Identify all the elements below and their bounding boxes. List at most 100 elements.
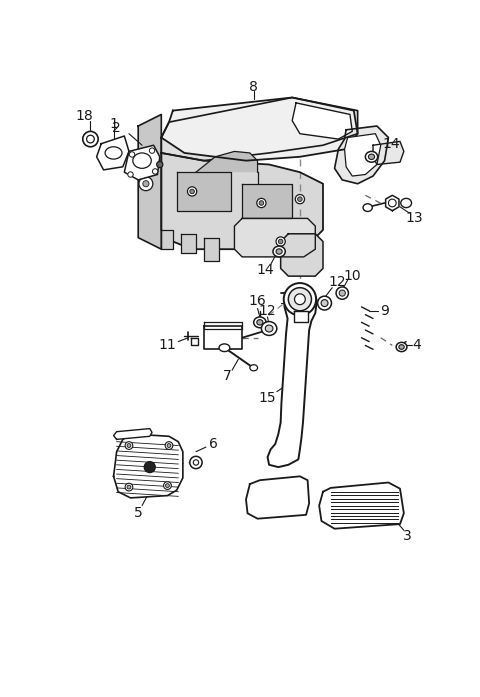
Polygon shape — [246, 476, 309, 519]
Text: 3: 3 — [403, 530, 412, 544]
Ellipse shape — [254, 317, 266, 328]
Ellipse shape — [363, 204, 372, 211]
Text: 12: 12 — [328, 275, 346, 289]
Polygon shape — [204, 238, 219, 261]
Ellipse shape — [339, 290, 345, 296]
Polygon shape — [335, 126, 388, 184]
Ellipse shape — [193, 460, 199, 465]
Polygon shape — [138, 114, 161, 250]
Polygon shape — [196, 151, 258, 172]
Ellipse shape — [262, 321, 277, 335]
Text: 12: 12 — [259, 304, 276, 318]
Polygon shape — [114, 429, 152, 439]
Ellipse shape — [105, 147, 122, 159]
Ellipse shape — [129, 152, 135, 158]
Ellipse shape — [156, 162, 163, 167]
Text: 13: 13 — [405, 211, 423, 225]
Ellipse shape — [128, 171, 133, 177]
Text: 4: 4 — [413, 339, 421, 353]
Ellipse shape — [273, 246, 285, 257]
Polygon shape — [161, 230, 173, 250]
Ellipse shape — [139, 177, 153, 191]
Text: 14: 14 — [382, 137, 399, 151]
Ellipse shape — [321, 300, 328, 307]
Ellipse shape — [165, 442, 173, 450]
Polygon shape — [191, 338, 198, 346]
Ellipse shape — [250, 365, 258, 371]
Text: 7: 7 — [222, 369, 231, 383]
Ellipse shape — [188, 187, 197, 196]
Ellipse shape — [276, 249, 282, 254]
Ellipse shape — [295, 194, 304, 204]
Polygon shape — [345, 134, 381, 176]
Polygon shape — [373, 141, 404, 164]
Polygon shape — [161, 98, 358, 160]
Text: 1: 1 — [109, 116, 118, 130]
Ellipse shape — [369, 154, 374, 160]
Ellipse shape — [190, 457, 202, 468]
Polygon shape — [267, 288, 317, 467]
Ellipse shape — [164, 482, 171, 489]
Ellipse shape — [295, 294, 305, 305]
Text: 5: 5 — [134, 506, 143, 520]
Ellipse shape — [278, 239, 283, 244]
Text: 8: 8 — [249, 80, 258, 95]
Ellipse shape — [86, 135, 94, 143]
Ellipse shape — [166, 484, 169, 487]
Polygon shape — [161, 153, 323, 250]
Ellipse shape — [153, 169, 158, 174]
Polygon shape — [161, 98, 358, 160]
Ellipse shape — [259, 201, 264, 206]
Polygon shape — [204, 326, 242, 349]
Ellipse shape — [265, 325, 273, 332]
Ellipse shape — [83, 131, 98, 147]
Polygon shape — [177, 172, 230, 210]
Ellipse shape — [149, 148, 155, 153]
Ellipse shape — [388, 199, 396, 207]
Ellipse shape — [288, 288, 312, 311]
Polygon shape — [385, 195, 399, 210]
Ellipse shape — [298, 197, 302, 201]
Text: 17: 17 — [164, 468, 181, 482]
Ellipse shape — [401, 199, 411, 208]
Ellipse shape — [143, 181, 149, 187]
Polygon shape — [281, 233, 323, 276]
Ellipse shape — [284, 283, 316, 316]
Ellipse shape — [365, 151, 378, 162]
Ellipse shape — [276, 237, 285, 246]
Ellipse shape — [396, 342, 407, 351]
Polygon shape — [319, 482, 404, 529]
Polygon shape — [204, 322, 242, 328]
Ellipse shape — [190, 189, 194, 194]
Text: 15: 15 — [259, 391, 276, 405]
Polygon shape — [114, 434, 183, 498]
Ellipse shape — [125, 483, 133, 491]
Polygon shape — [242, 184, 292, 218]
Ellipse shape — [167, 443, 171, 447]
Text: 2: 2 — [112, 121, 121, 135]
Ellipse shape — [336, 287, 348, 299]
Polygon shape — [292, 103, 352, 139]
Text: 10: 10 — [344, 269, 361, 283]
Ellipse shape — [125, 442, 133, 450]
Ellipse shape — [257, 320, 263, 325]
Text: 11: 11 — [158, 339, 176, 353]
Polygon shape — [234, 218, 315, 257]
Ellipse shape — [219, 344, 230, 351]
Ellipse shape — [127, 443, 131, 447]
Ellipse shape — [318, 296, 332, 310]
Text: 14: 14 — [256, 263, 274, 277]
Ellipse shape — [399, 345, 404, 349]
Polygon shape — [124, 145, 160, 180]
Polygon shape — [96, 136, 129, 170]
Text: 18: 18 — [75, 109, 93, 123]
Text: 16: 16 — [249, 293, 266, 308]
Text: 6: 6 — [209, 437, 218, 451]
Ellipse shape — [144, 461, 155, 473]
Ellipse shape — [133, 153, 151, 169]
Polygon shape — [294, 311, 308, 322]
Ellipse shape — [127, 485, 131, 489]
Ellipse shape — [257, 199, 266, 208]
Text: 9: 9 — [380, 304, 389, 318]
Polygon shape — [180, 233, 196, 253]
